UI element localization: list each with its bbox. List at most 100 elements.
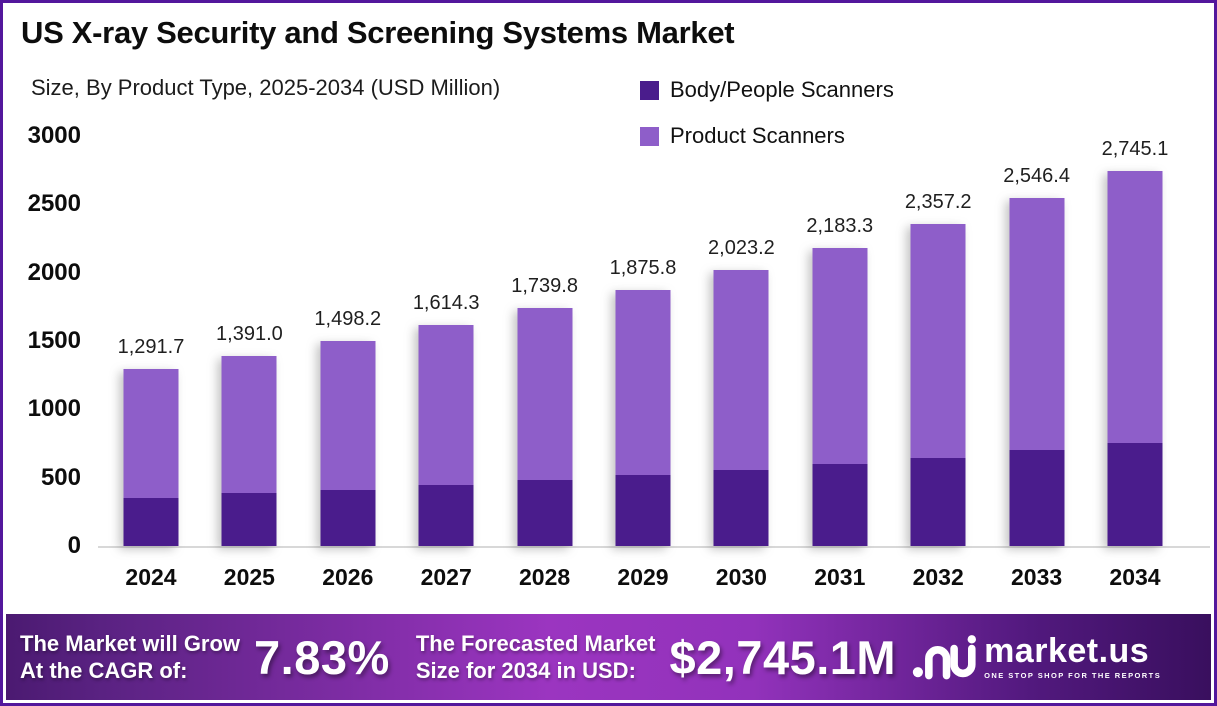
segment-body-people-scanners: [320, 489, 376, 546]
stacked-bar-2030: [713, 269, 769, 546]
stacked-bar-2025: [221, 355, 277, 546]
y-axis: 0 500 1000 1500 2000 2500 3000: [3, 122, 81, 559]
x-tick-label: 2032: [912, 564, 964, 590]
brand-text: market.us ONE STOP SHOP FOR THE REPORTS: [984, 634, 1161, 680]
stacked-bar-2029: [615, 289, 671, 546]
segment-body-people-scanners: [1107, 442, 1163, 546]
y-tick-label: 1000: [27, 395, 81, 423]
segment-product-scanners: [1107, 170, 1163, 443]
segment-product-scanners: [221, 355, 277, 494]
segment-body-people-scanners: [221, 493, 277, 546]
bar-column-2027: 1,614.3 2027: [397, 136, 495, 590]
legend-label: Body/People Scanners: [670, 77, 894, 102]
bar-value-label: 1,875.8: [609, 256, 677, 279]
stacked-bar-2024: [123, 369, 179, 546]
y-tick-label: 2000: [27, 258, 81, 286]
stacked-bar-2033: [1009, 198, 1065, 546]
bar-value-label: 1,391.0: [216, 322, 283, 345]
segment-product-scanners: [615, 289, 671, 476]
segment-product-scanners: [812, 247, 868, 464]
y-tick-label: 1500: [27, 327, 81, 354]
forecast-label: The Forecasted Market Size for 2034 in U…: [416, 630, 656, 684]
forecast-label-line1: The Forecasted Market: [415, 631, 656, 656]
bar-column-2025: 1,391.0 2025: [200, 136, 298, 590]
chart-legend: Body/People Scanners Product Scanners: [640, 77, 894, 169]
bar-column-2034: 2,745.1 2034: [1086, 136, 1184, 590]
segment-body-people-scanners: [910, 457, 966, 546]
bar-value-label: 1,614.3: [412, 292, 480, 315]
bar-column-2033: 2,546.4 2033: [988, 136, 1086, 590]
page-title: US X-ray Security and Screening Systems …: [21, 15, 735, 50]
stacked-bar-2034: [1107, 170, 1163, 546]
bar-chart: 1,291.7 2024 1,391.0 2025 1,498.2 2026 1,614.3…: [102, 136, 1185, 591]
segment-product-scanners: [910, 223, 966, 458]
bar-column-2032: 2,357.2 2032: [889, 136, 987, 590]
segment-body-people-scanners: [1009, 450, 1065, 546]
cagr-value: 7.83%: [254, 630, 390, 684]
stacked-bar-2028: [517, 308, 573, 546]
x-tick-label: 2033: [1011, 564, 1063, 590]
cagr-label-line2: At the CAGR of:: [20, 658, 188, 683]
x-tick-label: 2025: [223, 564, 275, 590]
bar-column-2030: 2,023.2 2030: [692, 136, 790, 591]
forecast-value: $2,745.1M: [669, 630, 897, 684]
bar-value-label: 2,023.2: [708, 236, 775, 259]
legend-swatch-light-purple-icon: [640, 126, 659, 146]
footer-banner: The Market will Grow At the CAGR of: 7.8…: [6, 614, 1211, 700]
segment-product-scanners: [123, 369, 179, 499]
cagr-label: The Market will Grow At the CAGR of:: [20, 630, 240, 684]
chart-subtitle: Size, By Product Type, 2025-2034 (USD Mi…: [31, 75, 501, 100]
bar-value-label: 1,498.2: [314, 308, 382, 331]
bar-column-2029: 1,875.8 2029: [594, 136, 692, 590]
bar-value-label: 1,291.7: [117, 336, 185, 359]
segment-product-scanners: [1009, 198, 1065, 451]
stacked-bar-2032: [910, 223, 966, 546]
x-tick-label: 2029: [617, 564, 669, 590]
x-tick-label: 2034: [1109, 564, 1161, 590]
segment-product-scanners: [320, 341, 376, 490]
segment-body-people-scanners: [812, 463, 868, 546]
stacked-bar-2026: [320, 341, 376, 546]
y-tick-label: 3000: [27, 122, 81, 149]
legend-swatch-dark-purple-icon: [640, 80, 659, 100]
stacked-bar-2027: [418, 325, 474, 546]
legend-item-body-people-scanners: Body/People Scanners: [640, 77, 894, 103]
y-tick-label: 500: [40, 463, 81, 491]
brand-tagline: ONE STOP SHOP FOR THE REPORTS: [984, 671, 1162, 680]
segment-body-people-scanners: [615, 475, 671, 546]
segment-product-scanners: [713, 269, 769, 470]
segment-body-people-scanners: [713, 469, 769, 546]
y-tick-label: 2500: [27, 190, 81, 218]
segment-body-people-scanners: [418, 485, 474, 546]
market-us-logo-icon: [912, 635, 977, 680]
bar-column-2024: 1,291.7 2024: [102, 136, 200, 590]
bar-value-label: 2,546.4: [1003, 165, 1070, 187]
brand-name: market.us: [984, 632, 1150, 670]
bar-value-label: 2,745.1: [1101, 137, 1169, 160]
x-tick-label: 2024: [125, 564, 177, 590]
bar-value-label: 2,183.3: [806, 214, 874, 237]
segment-product-scanners: [418, 325, 474, 486]
x-tick-label: 2027: [420, 564, 472, 590]
x-tick-label: 2026: [322, 564, 374, 590]
legend-label: Product Scanners: [670, 123, 845, 148]
bar-value-label: 1,739.8: [511, 275, 578, 298]
x-axis-line: [98, 546, 1210, 548]
forecast-label-line2: Size for 2034 in USD:: [415, 658, 636, 683]
segment-body-people-scanners: [123, 498, 179, 546]
cagr-label-line1: The Market will Grow: [20, 631, 241, 656]
x-tick-label: 2031: [814, 564, 866, 590]
brand-lockup: market.us ONE STOP SHOP FOR THE REPORTS: [912, 634, 1161, 680]
x-tick-label: 2028: [519, 564, 571, 590]
bar-column-2026: 1,498.2 2026: [299, 136, 397, 590]
y-tick-label: 0: [67, 532, 81, 559]
stacked-bar-2031: [812, 247, 868, 546]
segment-body-people-scanners: [517, 480, 573, 546]
bar-value-label: 2,357.2: [904, 190, 972, 213]
bar-column-2031: 2,183.3 2031: [791, 136, 889, 590]
segment-product-scanners: [517, 308, 573, 481]
bar-column-2028: 1,739.8 2028: [496, 136, 594, 590]
x-tick-label: 2030: [715, 564, 767, 590]
legend-item-product-scanners: Product Scanners: [640, 123, 894, 149]
